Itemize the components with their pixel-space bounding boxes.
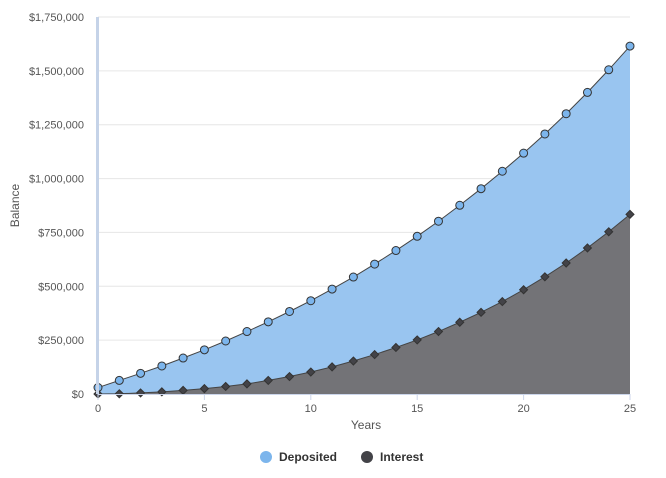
data-point-deposited — [263, 317, 273, 327]
data-point-interest — [540, 272, 550, 282]
data-point-interest — [135, 388, 146, 398]
data-point-interest — [518, 285, 529, 295]
y-tick-label: $0 — [72, 389, 84, 401]
data-point-interest — [433, 326, 444, 337]
data-point-interest — [604, 227, 614, 237]
data-point-interest — [306, 367, 316, 377]
data-point-interest — [114, 389, 124, 399]
data-point-interest — [625, 209, 635, 220]
x-tick-label: 5 — [201, 403, 207, 415]
y-tick-label: $1,500,000 — [29, 66, 84, 78]
data-point-deposited — [157, 361, 167, 371]
legend-label-deposited: Deposited — [279, 450, 337, 464]
legend-marker-interest — [361, 451, 373, 463]
data-point-deposited — [370, 259, 380, 269]
data-point-deposited — [561, 109, 571, 119]
data-point-deposited — [221, 336, 231, 346]
y-tick-label: $750,000 — [38, 227, 84, 239]
data-point-deposited — [540, 129, 550, 139]
data-point-interest — [327, 362, 337, 372]
data-point-deposited — [412, 231, 422, 241]
data-point-interest — [369, 349, 380, 360]
data-point-interest — [242, 379, 252, 389]
data-point-interest — [220, 381, 231, 392]
axis-layer: $0 $250,000 $500,000 $750,000 $1,000,000 $1,2… — [8, 12, 636, 432]
data-point-interest — [455, 317, 465, 327]
data-point-deposited — [114, 375, 124, 385]
data-point-deposited — [178, 353, 188, 363]
y-tick-label: $1,000,000 — [29, 174, 84, 186]
legend-marker-deposited — [260, 451, 272, 463]
x-axis-title: Years — [351, 418, 381, 432]
area-layer — [98, 46, 630, 395]
data-point-deposited — [391, 246, 401, 256]
data-point-interest — [284, 371, 295, 382]
data-point-deposited — [497, 166, 507, 176]
x-tick-label: 10 — [305, 403, 317, 415]
y-tick-label: $250,000 — [38, 335, 84, 347]
data-point-deposited — [136, 368, 146, 378]
data-point-interest — [157, 387, 167, 397]
data-point-interest — [263, 375, 273, 386]
data-point-deposited — [199, 345, 209, 355]
data-point-interest — [391, 342, 401, 353]
data-point-interest — [582, 243, 593, 253]
data-point-interest — [497, 296, 508, 307]
data-point-deposited — [476, 184, 486, 194]
data-point-deposited — [519, 148, 529, 158]
marker-layer — [93, 41, 635, 399]
data-point-deposited — [582, 87, 592, 97]
x-tick-label: 15 — [411, 403, 423, 415]
data-point-deposited — [242, 327, 252, 337]
data-point-deposited — [285, 306, 295, 316]
data-point-deposited — [455, 200, 465, 210]
data-point-interest — [199, 383, 210, 394]
y-axis-title: Balance — [8, 183, 22, 227]
legend-label-interest: Interest — [380, 450, 423, 464]
y-tick-label: $1,750,000 — [29, 12, 84, 24]
data-point-interest — [561, 258, 571, 268]
x-tick-label: 0 — [95, 403, 101, 415]
data-point-deposited — [625, 41, 635, 51]
data-point-deposited — [306, 296, 316, 306]
x-tick-label: 25 — [624, 403, 636, 415]
legend: Deposited Interest — [260, 450, 423, 464]
data-point-interest — [476, 307, 486, 318]
series-area-interest — [98, 214, 630, 394]
y-axis-line — [96, 17, 99, 394]
data-point-deposited — [433, 216, 443, 226]
data-point-interest — [412, 335, 422, 345]
y-tick-label: $500,000 — [38, 281, 84, 293]
y-tick-label: $1,250,000 — [29, 120, 84, 132]
data-point-deposited — [327, 284, 337, 294]
data-point-deposited — [604, 65, 614, 75]
x-tick-label: 20 — [517, 403, 529, 415]
data-point-deposited — [348, 272, 358, 282]
data-point-interest — [348, 356, 359, 366]
